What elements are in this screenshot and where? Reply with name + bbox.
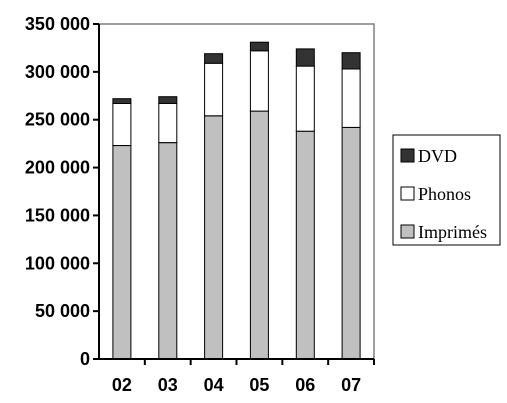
y-tick-label: 300 000 [25,62,90,82]
x-tick-label: 06 [295,375,315,395]
bar-segment-dvd [295,48,315,67]
x-axis: 02 03 04 05 06 07 [112,359,375,395]
y-tick-label: 50 000 [35,301,90,321]
legend-swatch [400,148,415,163]
plot-frame [98,23,375,360]
bar-segment-dvd [112,98,132,104]
bar-segment-imprim-s [341,126,361,360]
legend-label: DVD [418,146,457,166]
legend-label: Phonos [418,184,471,204]
x-tick-label: 05 [249,375,269,395]
y-tick-label: 200 000 [25,158,90,178]
legend: DVD Phonos Imprimés [392,134,501,246]
bar-segment-phonos [158,102,178,144]
bar-segment-imprim-s [158,142,178,360]
bar-segment-dvd [341,52,361,70]
legend-swatch [400,186,415,201]
bar-segment-imprim-s [295,130,315,360]
bar-segment-phonos [112,102,132,146]
legend-label: Imprimés [418,222,487,242]
bar-segment-imprim-s [249,110,269,360]
bar-segment-phonos [295,65,315,132]
bar-segment-phonos [204,62,224,117]
y-tick-label: 350 000 [25,14,90,34]
y-tick-label: 150 000 [25,205,90,225]
bar-segment-phonos [249,50,269,112]
y-tick-label: 100 000 [25,253,90,273]
x-tick-label: 07 [341,375,361,395]
x-tick-label: 04 [204,375,224,395]
x-tick-label: 02 [112,375,132,395]
bar-segment-phonos [341,68,361,128]
legend-swatch [400,224,415,239]
bar-segment-imprim-s [204,115,224,360]
bars-layer [112,41,361,360]
y-tick-label: 250 000 [25,110,90,130]
bar-segment-dvd [204,53,224,64]
y-axis: 0 50 000 100 000 150 000 200 000 250 000 300 0… [25,14,99,369]
bar-segment-dvd [249,41,269,52]
bar-segment-dvd [158,96,178,104]
x-tick-label: 03 [158,375,178,395]
y-tick-label: 0 [80,349,90,369]
bar-segment-imprim-s [112,145,132,360]
